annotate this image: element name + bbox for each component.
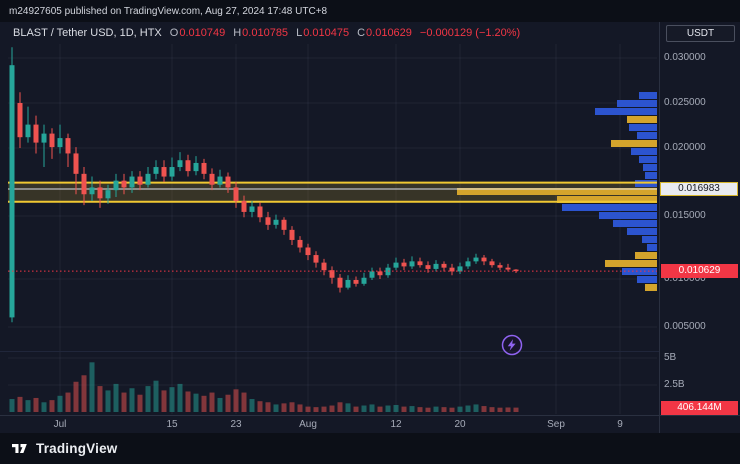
close-value: 0.010629	[366, 27, 412, 39]
open-value: 0.010749	[179, 27, 226, 39]
open-label: O	[169, 27, 179, 39]
footer-bar: TradingView	[0, 433, 740, 464]
publish-info-text: m24927605 published on TradingView.com, …	[9, 5, 328, 17]
high-label: H	[233, 27, 242, 39]
last-price-label: 0.010629	[661, 264, 738, 279]
low-value: 0.010475	[303, 27, 350, 39]
time-axis-separator[interactable]	[0, 415, 740, 416]
symbol-title[interactable]: BLAST / Tether USD, 1D, HTX	[13, 27, 162, 39]
level-price-label: 0.016983	[660, 182, 738, 197]
high-value: 0.010785	[242, 27, 289, 39]
ohlc-open: O 0.010749	[170, 27, 225, 39]
price-axis-separator[interactable]	[659, 22, 660, 433]
publish-info-bar: m24927605 published on TradingView.com, …	[0, 0, 740, 22]
ohlc-high: H 0.010785	[233, 27, 288, 39]
lightning-icon	[501, 334, 523, 356]
low-label: L	[296, 27, 303, 39]
last-volume-label: 406.144M	[661, 400, 738, 415]
close-label: C	[357, 27, 366, 39]
tradingview-logo-icon[interactable]	[10, 439, 29, 458]
tradingview-brand[interactable]: TradingView	[36, 441, 118, 456]
ohlc-low: L 0.010475	[296, 27, 349, 39]
currency-toggle-button[interactable]: USDT	[666, 25, 735, 42]
ohlc-close: C 0.010629	[357, 27, 412, 39]
change-value: −0.000129 (−1.20%)	[419, 27, 521, 39]
flash-button[interactable]	[499, 332, 525, 358]
